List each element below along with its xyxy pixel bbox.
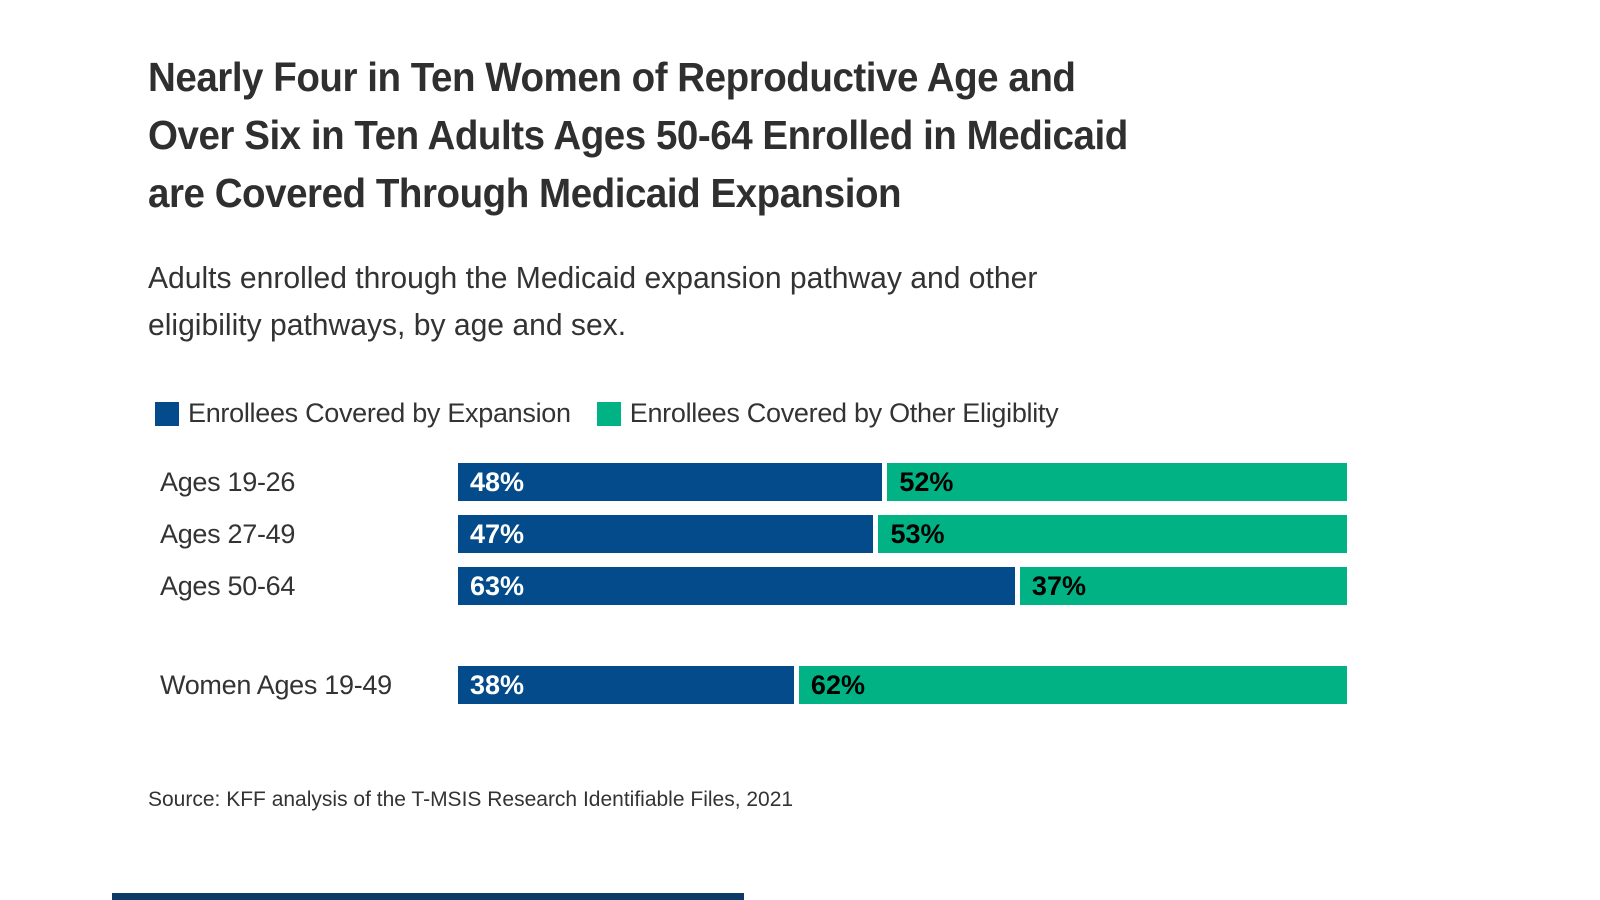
legend-label: Enrollees Covered by Expansion [188, 398, 571, 428]
category-label: Ages 19-26 [160, 466, 296, 497]
category-label: Ages 27-49 [160, 518, 296, 549]
legend-swatch-icon [596, 401, 621, 426]
segment-value-label: 37% [1031, 570, 1086, 601]
bar-chart: Ages 19-26 48% 52% Ages 27-49 47% 53% Ages 50-… [160, 463, 1347, 718]
segment-value-label: 52% [899, 466, 954, 497]
bar-track: 63% 37% [458, 567, 1347, 605]
chart-title: Nearly Four in Ten Women of Reproductive… [148, 54, 1128, 216]
other-eligibility-segment: 62% [798, 666, 1347, 704]
expansion-segment: 47% [458, 515, 874, 553]
other-eligibility-segment: 52% [887, 463, 1347, 501]
bar-row: Ages 50-64 63% 37% [160, 567, 1347, 605]
category-label: Women Ages 19-49 [160, 669, 392, 700]
bar-row: Ages 27-49 47% 53% [160, 515, 1347, 553]
segment-value-label: 63% [470, 570, 525, 601]
expansion-segment: 48% [458, 463, 883, 501]
segment-value-label: 47% [470, 518, 525, 549]
expansion-segment: 38% [458, 666, 794, 704]
other-eligibility-segment: 37% [1019, 567, 1347, 605]
bar-track: 48% 52% [458, 463, 1347, 501]
segment-value-label: 53% [890, 518, 945, 549]
bar-track: 47% 53% [458, 515, 1347, 553]
bar-row: Women Ages 19-49 38% 62% [160, 666, 1347, 704]
legend-item: Enrollees Covered by Other Eligiblity [596, 398, 1059, 429]
footer-stripe [112, 893, 744, 900]
segment-value-label: 38% [470, 669, 525, 700]
legend-item: Enrollees Covered by Expansion [155, 398, 571, 429]
other-eligibility-segment: 53% [878, 515, 1347, 553]
bar-row: Ages 19-26 48% 52% [160, 463, 1347, 501]
legend-label: Enrollees Covered by Other Eligiblity [629, 398, 1059, 428]
chart-subtitle: Adults enrolled through the Medicaid exp… [148, 260, 1038, 342]
source-note: Source: KFF analysis of the T-MSIS Resea… [148, 788, 794, 811]
legend-swatch-icon [155, 401, 179, 426]
segment-value-label: 62% [810, 669, 865, 700]
legend: Enrollees Covered by Expansion Enrollees … [155, 398, 1059, 429]
bar-track: 38% 62% [458, 666, 1347, 704]
segment-value-label: 48% [470, 466, 525, 497]
expansion-segment: 63% [458, 567, 1015, 605]
category-label: Ages 50-64 [160, 570, 296, 601]
